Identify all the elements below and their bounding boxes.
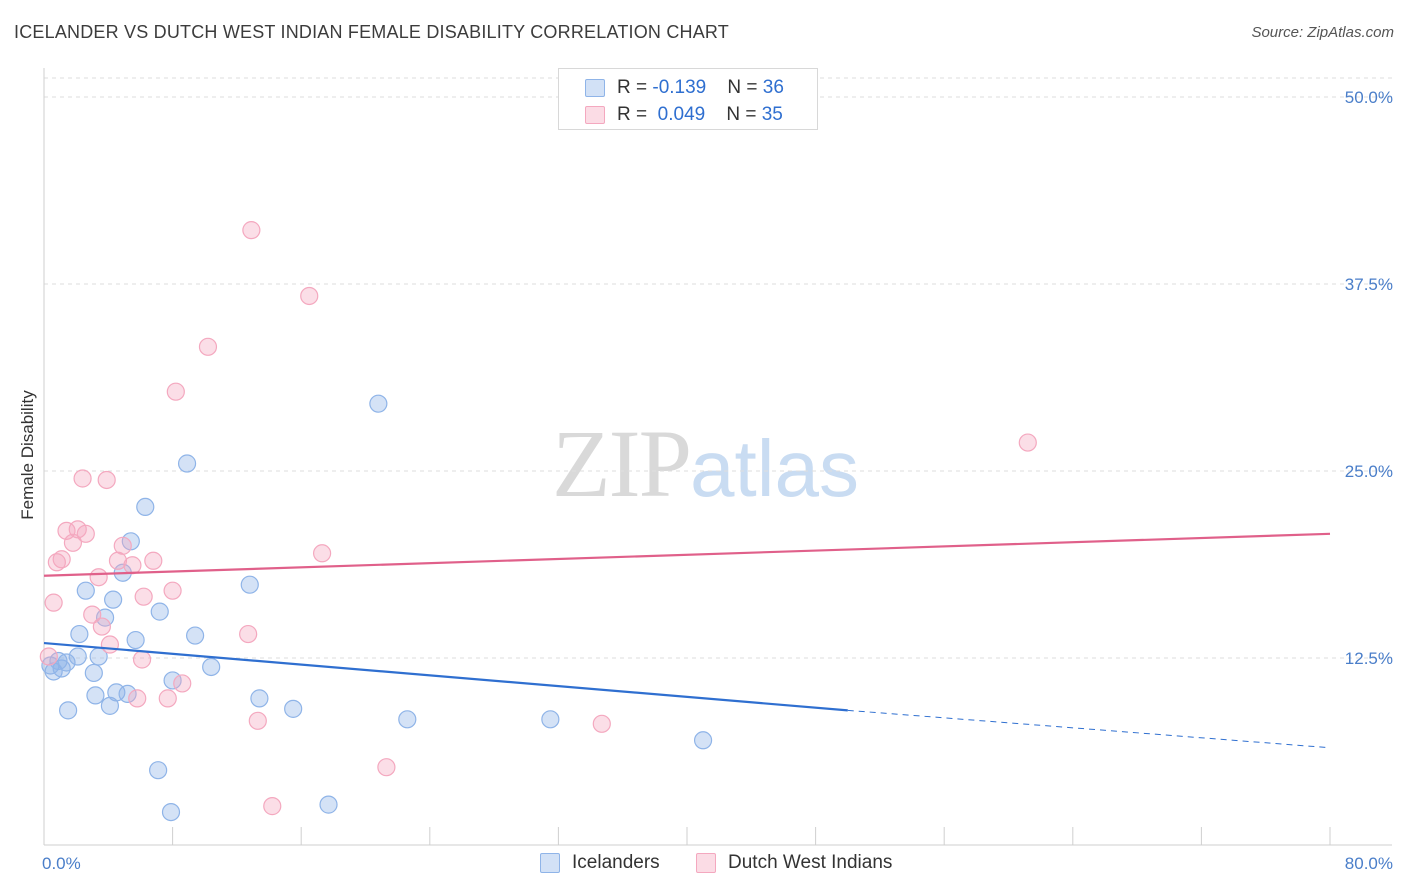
dutch-west-indians-point (39, 647, 58, 666)
n-value-icelanders: 36 (762, 77, 784, 98)
icelanders-point (202, 657, 221, 677)
legend-label-icelanders: Icelanders (572, 852, 660, 873)
icelanders-point (284, 699, 303, 718)
tick-labels: 12.5% 25.0% 37.5% 50.0% 0.0% 80.0% (42, 88, 1393, 873)
icelanders-point (52, 659, 71, 678)
dutch-west-indians-point (73, 469, 92, 488)
dutch-west-indians-point (132, 650, 152, 669)
dutch-west-indians-point (97, 470, 116, 490)
n-label: N = (727, 77, 763, 98)
icelanders-point (149, 761, 168, 780)
dutch-west-indians-point (92, 617, 111, 636)
dutch-west-indians-swatch (585, 106, 605, 124)
stats-text-icelanders: R = -0.139 N = 36 (617, 77, 784, 99)
icelanders-point (161, 802, 181, 822)
dutch-west-indians-legend-swatch (696, 853, 716, 873)
dutch-west-indians-point (1018, 433, 1037, 452)
icelanders-point (319, 795, 338, 814)
dutch-west-indians-point (100, 635, 120, 654)
data-points (39, 221, 1037, 822)
dutch-west-indians-point (144, 551, 163, 570)
icelanders-point (250, 689, 269, 708)
x-tick-label-max: 80.0% (1345, 854, 1393, 873)
icelanders-point (68, 647, 87, 666)
icelanders-legend-swatch (540, 853, 560, 873)
icelanders-point (104, 590, 123, 609)
stats-legend-row-dutch-west-indians: R = 0.049 N = 35 (559, 102, 817, 128)
dutch-west-indians-trend-line (43, 532, 1331, 577)
dutch-west-indians-point (592, 714, 611, 733)
chart-title: ICELANDER VS DUTCH WEST INDIAN FEMALE DI… (14, 22, 729, 42)
watermark-zip: ZIP (552, 410, 692, 517)
icelanders-point (398, 710, 417, 729)
stats-text-dutch-west-indians: R = 0.049 N = 35 (617, 104, 783, 126)
dutch-west-indians-point (300, 286, 319, 306)
icelanders-point (177, 454, 197, 473)
dutch-west-indians-point (242, 221, 261, 240)
icelanders-trend-extension (847, 709, 1331, 749)
stats-legend: R = -0.139 N = 36 R = 0.049 N = 35 (558, 68, 818, 130)
y-tick-label: 37.5% (1345, 275, 1393, 294)
y-tick-label: 50.0% (1345, 88, 1393, 107)
n-value-dutch-west-indians: 35 (761, 104, 783, 125)
dutch-west-indians-point (163, 581, 182, 600)
icelanders-point (57, 653, 76, 672)
icelanders-point (86, 686, 105, 705)
icelanders-point (126, 630, 145, 650)
dutch-west-indians-point (76, 524, 95, 543)
icelanders-swatch (585, 79, 605, 97)
icelanders-point (541, 710, 560, 729)
dutch-west-indians-point (198, 337, 218, 356)
dutch-west-indians-point (47, 553, 66, 572)
icelanders-point (70, 624, 89, 644)
dutch-west-indians-point (83, 605, 102, 624)
watermark-atlas: atlas (690, 424, 859, 513)
icelanders-point (186, 626, 205, 645)
source-label: Source: ZipAtlas.com (1251, 24, 1394, 41)
icelanders-trend-line (43, 641, 848, 712)
dutch-west-indians-point (248, 711, 267, 730)
dutch-west-indians-point (113, 536, 132, 555)
icelanders-point (84, 663, 103, 683)
dutch-west-indians-point (312, 544, 332, 563)
dutch-west-indians-point (128, 689, 147, 708)
y-tick-label: 25.0% (1345, 462, 1393, 481)
r-label: R = (617, 104, 653, 125)
icelanders-point (59, 701, 78, 720)
stats-legend-row-icelanders: R = -0.139 N = 36 (559, 75, 817, 101)
watermark: ZIPatlas (552, 408, 859, 519)
icelanders-point (693, 731, 713, 750)
r-label: R = (617, 77, 653, 98)
dutch-west-indians-point (158, 689, 177, 708)
dutch-west-indians-point (377, 758, 396, 777)
dutch-west-indians-point (263, 797, 282, 816)
dutch-west-indians-point (123, 556, 142, 575)
n-label: N = (726, 104, 762, 125)
icelanders-point (369, 394, 388, 413)
dutch-west-indians-point (52, 550, 71, 569)
gridlines (44, 77, 1392, 659)
trend-lines (43, 532, 1331, 749)
icelanders-point (240, 575, 259, 594)
dutch-west-indians-point (134, 587, 153, 606)
r-value-icelanders: -0.139 (652, 77, 707, 98)
dutch-west-indians-point (63, 533, 83, 552)
dutch-west-indians-point (173, 674, 192, 693)
dutch-west-indians-point (44, 593, 63, 612)
icelanders-point (136, 497, 155, 517)
x-tick-label-min: 0.0% (42, 854, 81, 873)
axes (43, 68, 1392, 846)
icelanders-point (150, 602, 169, 621)
r-value-dutch-west-indians: 0.049 (657, 104, 706, 125)
icelanders-point (76, 581, 95, 600)
dutch-west-indians-point (239, 624, 258, 644)
y-tick-label: 12.5% (1345, 649, 1393, 668)
icelanders-point (118, 684, 137, 704)
dutch-west-indians-point (166, 382, 185, 401)
dutch-west-indians-point (89, 568, 108, 587)
legend-label-dutch-west-indians: Dutch West Indians (728, 852, 893, 873)
